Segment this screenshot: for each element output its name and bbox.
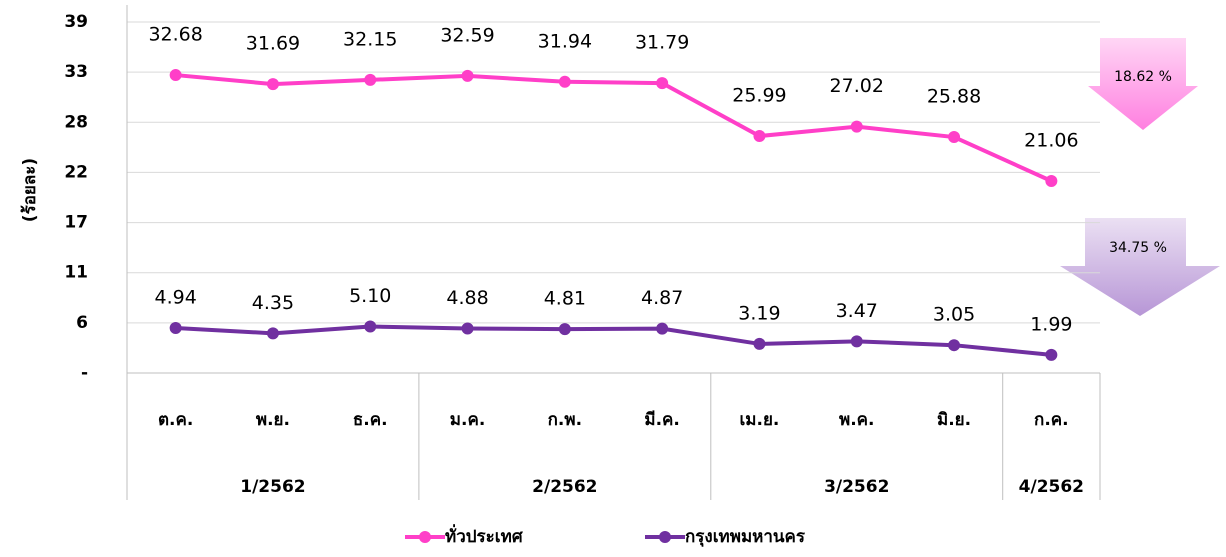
marker: [364, 73, 377, 86]
data-label: 21.06: [1024, 129, 1078, 151]
line: [175, 324, 1052, 357]
data-label: 32.59: [440, 24, 494, 46]
data-label: 27.02: [830, 75, 884, 97]
x-tick-label: ก.พ.: [548, 410, 582, 430]
arrow: [1060, 218, 1220, 316]
data-label: 4.88: [446, 287, 488, 309]
x-tick-label: พ.ย.: [256, 410, 290, 430]
data-label: 31.79: [635, 32, 689, 54]
marker: [364, 320, 377, 333]
legend-label: กรุงเทพมหานคร: [685, 527, 806, 547]
annotation: 34.75 %: [1109, 240, 1167, 256]
x-tick-label: มี.ค.: [644, 409, 680, 430]
marker: [1045, 174, 1058, 187]
data-label: 5.10: [349, 285, 391, 307]
marker: [753, 130, 766, 143]
marker: [169, 321, 182, 334]
data-label: 4.94: [154, 286, 196, 308]
marker: [266, 78, 279, 91]
data-label: 25.88: [927, 86, 981, 108]
data-label: 4.35: [252, 292, 294, 314]
x-tick-label: ก.ค.: [1034, 410, 1069, 430]
data-label: 4.81: [544, 288, 586, 310]
x-tick-label: ม.ค.: [450, 410, 486, 430]
marker: [656, 77, 669, 90]
data-label: 3.47: [836, 300, 878, 322]
data-label: 31.69: [246, 33, 300, 55]
y-tick-label: -: [81, 363, 88, 383]
y-tick-label: 6: [76, 313, 88, 333]
marker: [461, 69, 474, 82]
group-label: 2/2562: [532, 477, 597, 497]
data-label: 25.99: [732, 85, 786, 107]
legend-label: ทั่วประเทศ: [445, 524, 524, 547]
marker: [558, 323, 571, 336]
data-label: 31.94: [538, 30, 592, 52]
y-tick-label: 28: [64, 112, 88, 132]
marker: [850, 335, 863, 348]
group-label: 3/2562: [824, 477, 889, 497]
marker: [948, 131, 961, 144]
marker: [558, 75, 571, 88]
data-label: 32.68: [148, 24, 202, 46]
y-tick-label: 17: [64, 213, 88, 233]
marker: [656, 322, 669, 335]
marker: [461, 322, 474, 335]
data-label: 1.99: [1030, 313, 1072, 335]
x-tick-label: มิ.ย.: [937, 410, 971, 430]
data-label: 4.87: [641, 287, 683, 309]
marker: [266, 327, 279, 340]
data-label: 3.19: [738, 302, 780, 324]
y-axis-label: (ร้อยละ): [20, 158, 40, 222]
legend-marker: [419, 531, 431, 543]
x-tick-label: พ.ค.: [839, 410, 875, 430]
marker: [1045, 348, 1058, 361]
marker: [169, 69, 182, 82]
arrow: [1088, 38, 1198, 130]
y-tick-label: 11: [64, 263, 88, 283]
y-tick-label: 39: [64, 12, 88, 32]
line: [175, 73, 1053, 183]
group-label: 4/2562: [1019, 477, 1084, 497]
group-label: 1/2562: [240, 477, 305, 497]
data-label: 32.15: [343, 28, 397, 50]
annotation: 18.62 %: [1114, 69, 1172, 85]
marker: [850, 120, 863, 133]
legend-marker: [659, 531, 671, 543]
marker: [948, 339, 961, 352]
y-tick-label: 22: [64, 162, 88, 182]
x-tick-label: ต.ค.: [158, 410, 193, 430]
marker: [753, 337, 766, 350]
x-tick-label: ธ.ค.: [353, 410, 388, 430]
x-tick-label: เม.ย.: [739, 410, 779, 430]
data-label: 3.05: [933, 304, 975, 326]
y-tick-label: 33: [64, 62, 88, 82]
